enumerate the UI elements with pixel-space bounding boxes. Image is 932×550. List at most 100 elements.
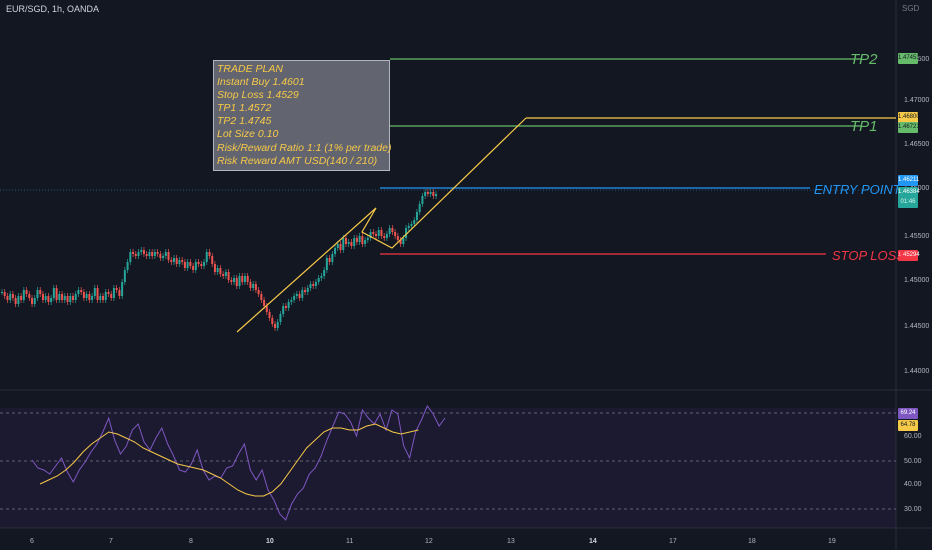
rsi-pane-background	[0, 408, 896, 528]
candle-body	[432, 192, 435, 196]
candle-body	[331, 254, 334, 262]
candle-body	[276, 322, 279, 328]
candle-body	[323, 270, 326, 276]
stop-loss-label[interactable]: STOP LOSS	[832, 248, 905, 263]
candle-body	[118, 290, 121, 296]
candle-body	[249, 282, 252, 288]
candle-body	[227, 272, 230, 280]
candle-countdown: 01:46	[898, 197, 918, 208]
candle-body	[301, 290, 304, 298]
candle-body	[175, 258, 178, 264]
candle-body	[186, 262, 189, 268]
candle-body	[385, 234, 388, 238]
candle-body	[197, 262, 200, 264]
candle-body	[366, 238, 369, 240]
candle-body	[246, 276, 249, 282]
trade-plan-line: TRADE PLAN	[217, 63, 283, 75]
candle-body	[314, 282, 317, 286]
candle-body	[243, 276, 246, 282]
candle-body	[151, 252, 154, 256]
candle-body	[233, 278, 236, 282]
candle-body	[189, 262, 192, 266]
price-axis-tick: 1.46500	[904, 141, 930, 148]
candle-body	[295, 294, 298, 296]
candle-body	[235, 278, 238, 286]
time-axis-tick: 8	[189, 538, 193, 545]
candle-body	[9, 294, 12, 300]
tp1-price-tag: 1.46721	[898, 122, 920, 133]
candle-body	[85, 294, 88, 298]
candle-body	[211, 256, 214, 264]
rsi-axis-tick: 60.00	[904, 433, 922, 440]
candle-body	[320, 276, 323, 278]
candle-body	[66, 296, 69, 302]
time-axis-tick: 12	[425, 538, 433, 545]
candle-body	[132, 252, 135, 254]
candle-body	[265, 306, 268, 312]
price-axis-tick: 1.47000	[904, 97, 930, 104]
symbol-title[interactable]: EUR/SGD, 1h, OANDA	[6, 4, 100, 14]
time-axis-tick: 13	[507, 538, 515, 545]
candle-body	[80, 290, 83, 292]
candle-body	[71, 296, 74, 300]
candle-body	[396, 236, 399, 240]
candle-body	[22, 290, 25, 300]
candle-body	[39, 290, 42, 294]
time-axis-tick: 6	[30, 538, 34, 545]
candle-body	[55, 288, 58, 300]
candle-body	[129, 252, 132, 262]
candle-body	[126, 262, 129, 270]
trade-plan-note[interactable]: TRADE PLAN Instant Buy 1.4601 Stop Loss …	[213, 60, 392, 171]
candle-body	[290, 300, 293, 302]
tp2-label[interactable]: TP2	[850, 51, 878, 68]
candle-body	[121, 282, 124, 296]
candle-body	[260, 294, 263, 300]
candle-body	[192, 266, 195, 270]
candle-body	[134, 254, 137, 256]
candle-body	[342, 238, 345, 250]
candle-body	[418, 204, 421, 212]
candle-body	[415, 212, 418, 220]
candle-body	[334, 248, 337, 254]
candle-body	[159, 254, 162, 258]
candle-body	[99, 296, 102, 300]
candle-body	[170, 260, 173, 262]
candle-body	[115, 288, 118, 290]
candle-body	[347, 242, 350, 244]
candle-body	[17, 296, 20, 304]
candle-body	[429, 192, 432, 194]
candle-body	[167, 252, 170, 260]
tp2-price-tag: 1.47453	[898, 53, 920, 64]
candle-body	[58, 294, 61, 300]
candle-body	[222, 274, 225, 276]
candle-body	[69, 296, 72, 302]
candle-body	[364, 240, 367, 244]
candle-body	[44, 296, 47, 300]
candle-body	[61, 294, 64, 300]
candle-body	[380, 230, 383, 236]
tp1-label[interactable]: TP1	[850, 118, 878, 135]
candle-body	[372, 232, 375, 234]
candle-body	[31, 298, 34, 304]
candle-body	[88, 294, 91, 300]
candle-body	[413, 220, 416, 224]
candle-body	[293, 296, 296, 300]
entry-point-label[interactable]: ENTRY POINT	[814, 182, 901, 197]
candle-body	[28, 294, 31, 298]
candle-body	[153, 252, 156, 256]
candle-body	[219, 268, 222, 274]
candle-body	[271, 318, 274, 324]
candle-body	[402, 238, 405, 244]
candle-body	[213, 264, 216, 272]
candle-body	[110, 294, 113, 298]
candle-body	[309, 284, 312, 288]
candle-body	[410, 224, 413, 226]
candle-body	[405, 228, 408, 238]
candle-body	[14, 298, 17, 304]
candle-body	[317, 278, 320, 282]
candle-body	[33, 298, 36, 304]
candle-body	[156, 252, 159, 254]
candle-body	[164, 252, 167, 256]
trade-plan-line: Stop Loss 1.4529	[217, 89, 299, 102]
